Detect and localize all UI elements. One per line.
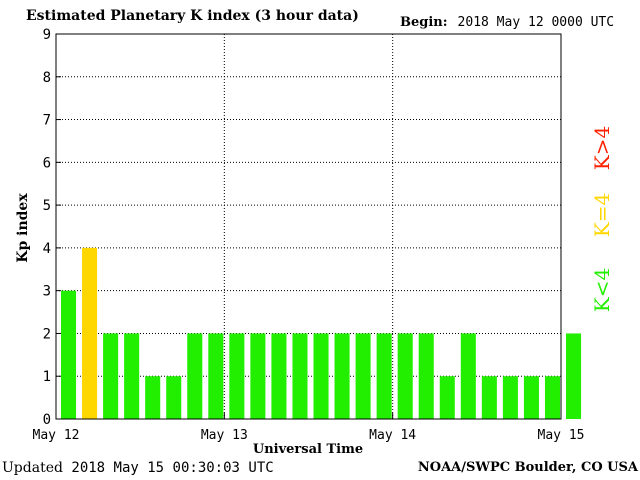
kp-bar (418, 333, 434, 419)
kp-bar (187, 333, 203, 419)
kp-bar (292, 333, 308, 419)
begin-label: Begin: (400, 15, 448, 30)
kp-bar (82, 247, 98, 419)
y-axis-label: Kp index (15, 193, 31, 263)
kp-bar (124, 333, 140, 419)
begin-value: 2018 May 12 0000 UTC (457, 15, 615, 30)
y-tick-label: 9 (43, 27, 51, 43)
y-tick-label: 6 (43, 155, 51, 171)
y-tick-label: 2 (43, 326, 51, 342)
kp-bar (145, 376, 161, 419)
legend-entry: K<4 (590, 268, 614, 312)
kp-bar (208, 333, 224, 419)
kp-bar (460, 333, 476, 419)
y-tick-label: 1 (43, 369, 51, 385)
y-tick-label: 4 (43, 241, 51, 257)
x-tick-label: May 13 (201, 428, 248, 443)
x-tick-label: May 12 (33, 428, 80, 443)
y-tick-label: 0 (43, 412, 51, 428)
kp-bar (481, 376, 497, 419)
x-tick-label: May 15 (538, 428, 585, 443)
y-tick-label: 5 (43, 198, 51, 214)
kp-bar (229, 333, 245, 419)
kp-bar (271, 333, 287, 419)
y-tick-label: 7 (43, 113, 51, 129)
y-tick-label: 3 (43, 284, 51, 300)
kp-bar (166, 376, 182, 419)
kp-bar (544, 376, 560, 419)
kp-bar (523, 376, 539, 419)
kp-bar (61, 290, 77, 419)
kp-bar (313, 333, 329, 419)
kp-bar (376, 333, 392, 419)
begin-info: Begin: 2018 May 12 0000 UTC (400, 15, 614, 30)
kp-bar (250, 333, 266, 419)
legend: K<4 K=4 K>4 (590, 126, 614, 312)
legend-entry: K=4 (590, 193, 614, 237)
kp-bar (355, 333, 371, 419)
kp-bar (103, 333, 119, 419)
chart-title: Estimated Planetary K index (3 hour data… (26, 8, 359, 24)
y-tick-label: 8 (43, 70, 51, 86)
updated-info: Updated 2018 May 15 00:30:03 UTC (2, 460, 274, 476)
updated-label: Updated (2, 460, 63, 476)
x-tick-labels: May 12 May 13 May 14 May 15 (33, 413, 585, 443)
kp-bar (334, 333, 350, 419)
grid (56, 34, 561, 419)
credit-text: NOAA/SWPC Boulder, CO USA (417, 460, 638, 475)
kp-bar (502, 376, 518, 419)
kp-bar (439, 376, 455, 419)
bars (61, 247, 582, 419)
x-axis-label: Universal Time (253, 442, 363, 457)
kp-bar (566, 333, 582, 419)
x-tick-label: May 14 (369, 428, 416, 443)
plot-frame (55, 33, 562, 420)
kp-index-chart: 0 1 2 3 4 5 6 7 8 9 May 12 May 13 May 14 May 15 Univ… (15, 27, 614, 457)
y-tick-labels: 0 1 2 3 4 5 6 7 8 9 (43, 27, 61, 428)
legend-entry: K>4 (590, 126, 614, 170)
kp-bar (397, 333, 413, 419)
updated-value: 2018 May 15 00:30:03 UTC (71, 460, 274, 476)
